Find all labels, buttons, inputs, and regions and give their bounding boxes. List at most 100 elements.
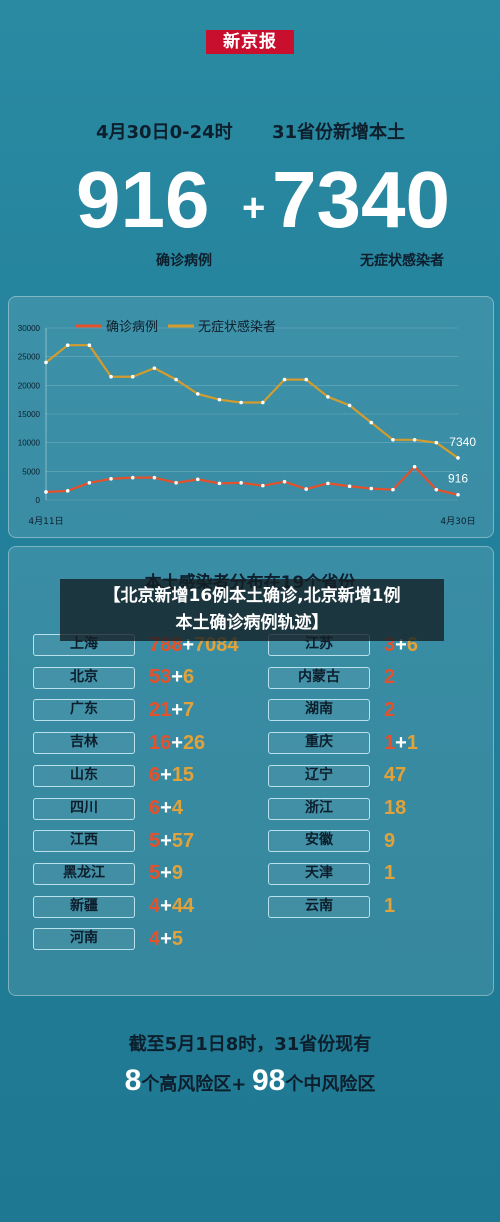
high-risk-label: 个高风险区+ (141, 1074, 247, 1095)
confirmed-value: 5 (149, 862, 161, 885)
province-counts: 21+7 (149, 699, 194, 722)
province-counts: 53+6 (149, 666, 194, 689)
province-counts: 4+5 (149, 928, 183, 951)
province-name: 天津 (268, 862, 370, 885)
series-0-point-10 (261, 483, 265, 488)
province-name: 黑龙江 (33, 862, 135, 885)
confirmed-count: 916 (76, 155, 210, 244)
series-1-point-16 (391, 438, 395, 442)
plus-sign: + (182, 633, 195, 656)
province-name: 云南 (268, 895, 370, 918)
series-0-point-16 (391, 487, 395, 492)
province-counts: 6+15 (149, 764, 194, 787)
series-1-point-0 (44, 360, 48, 365)
series-0-point-0 (44, 490, 48, 494)
confirmed-label: 确诊病例 (156, 253, 212, 269)
province-row: 辽宁 47 (268, 764, 407, 787)
y-tick-label-1: 5000 (22, 467, 40, 476)
series-line-1 (45, 344, 459, 459)
report-scope: 31省份新增本土 (272, 122, 406, 143)
series-1-point-17 (412, 438, 417, 442)
province-counts: 18 (384, 797, 406, 820)
plus-sign: + (160, 927, 172, 950)
confirmed-value: 21 (149, 698, 172, 721)
series-1-point-1 (65, 343, 70, 347)
province-counts: 6+4 (149, 797, 183, 820)
confirmed-value: 6 (149, 764, 161, 787)
series-0-point-13 (326, 481, 330, 486)
province-name: 广东 (33, 699, 135, 722)
province-counts: 5+57 (149, 830, 194, 853)
series-0-point-7 (195, 477, 200, 482)
chart-panel (8, 296, 494, 538)
province-row: 湖南 2 (268, 699, 395, 722)
asymptomatic-value: 1 (384, 862, 396, 885)
confirmed-value: 1 (384, 731, 396, 754)
province-row: 黑龙江 5+9 (33, 862, 183, 885)
publisher-logo: 新京报 (206, 30, 294, 54)
series-1-point-15 (369, 420, 374, 425)
asymptomatic-value: 1 (406, 731, 418, 754)
province-name: 内蒙古 (268, 666, 370, 689)
asymptomatic-value: 47 (384, 764, 407, 787)
series-0-point-9 (239, 481, 243, 485)
series-0-point-5 (152, 475, 157, 480)
plus-sign: + (160, 797, 172, 819)
plus-sign: + (160, 764, 172, 787)
province-row: 吉林 16+26 (33, 731, 205, 755)
asymptomatic-count: 7340 (272, 155, 450, 244)
series-1-point-11 (282, 377, 287, 382)
series-0-point-17 (412, 464, 417, 469)
province-row: 四川 6+4 (33, 797, 183, 820)
end-label-asymptomatic: 7340 (449, 435, 476, 449)
mid-risk-count: 98 (251, 1064, 286, 1097)
plus-sign: + (171, 666, 183, 689)
asymptomatic-value: 9 (384, 829, 396, 852)
plus-sign: + (160, 895, 172, 918)
series-1-point-8 (217, 397, 222, 402)
province-name: 山东 (33, 764, 135, 787)
headline-line-2: 本土确诊病例轨迹】 (175, 613, 329, 633)
plus-sign: + (171, 731, 183, 754)
province-counts: 1+1 (384, 732, 418, 755)
confirmed-value: 3 (384, 633, 396, 656)
asymptomatic-value: 15 (171, 764, 195, 787)
province-row: 河南 4+5 (33, 928, 183, 951)
province-counts: 2 (384, 699, 395, 722)
province-name: 吉林 (33, 732, 135, 755)
high-risk-count: 8 (124, 1064, 142, 1097)
legend-label-1: 无症状感染者 (198, 319, 276, 335)
series-0-point-11 (282, 479, 287, 484)
province-row: 重庆 1+1 (268, 732, 418, 755)
asymptomatic-value: 18 (384, 797, 407, 819)
province-counts: 3+6 (384, 634, 418, 657)
province-name: 重庆 (268, 732, 370, 755)
headline-overlay[interactable]: 【北京新增16例本土确诊,北京新增1例 本土确诊病例轨迹】 (60, 579, 444, 641)
province-name: 湖南 (268, 699, 370, 722)
asymptomatic-value: 5 (171, 927, 183, 950)
confirmed-value: 2 (384, 698, 396, 721)
series-0-point-6 (174, 481, 178, 485)
plus-sign: + (171, 698, 183, 721)
province-counts: 4+44 (149, 895, 194, 918)
asymptomatic-value: 6 (182, 666, 195, 689)
province-name: 四川 (33, 797, 135, 820)
legend-label-0: 确诊病例 (106, 320, 158, 335)
plus-sign: + (395, 731, 407, 754)
confirmed-value: 5 (149, 829, 161, 852)
y-tick-label-5: 25000 (18, 353, 41, 362)
province-row: 广东 21+7 (33, 699, 194, 722)
series-1-point-6 (174, 377, 178, 382)
province-row: 内蒙古 2 (268, 666, 395, 689)
x-tick-label-0: 4月11日 (28, 516, 63, 527)
series-0-point-12 (304, 487, 309, 491)
province-counts: 5+9 (149, 862, 183, 885)
series-1-point-4 (130, 374, 135, 379)
series-1-point-18 (434, 440, 439, 445)
province-row: 新疆 4+44 (33, 895, 194, 918)
mid-risk-label: 个中风险区 (285, 1074, 376, 1095)
province-name: 辽宁 (268, 764, 370, 787)
series-1-point-9 (239, 400, 243, 405)
asymptomatic-value: 6 (406, 633, 418, 656)
province-row: 云南 1 (268, 895, 395, 918)
